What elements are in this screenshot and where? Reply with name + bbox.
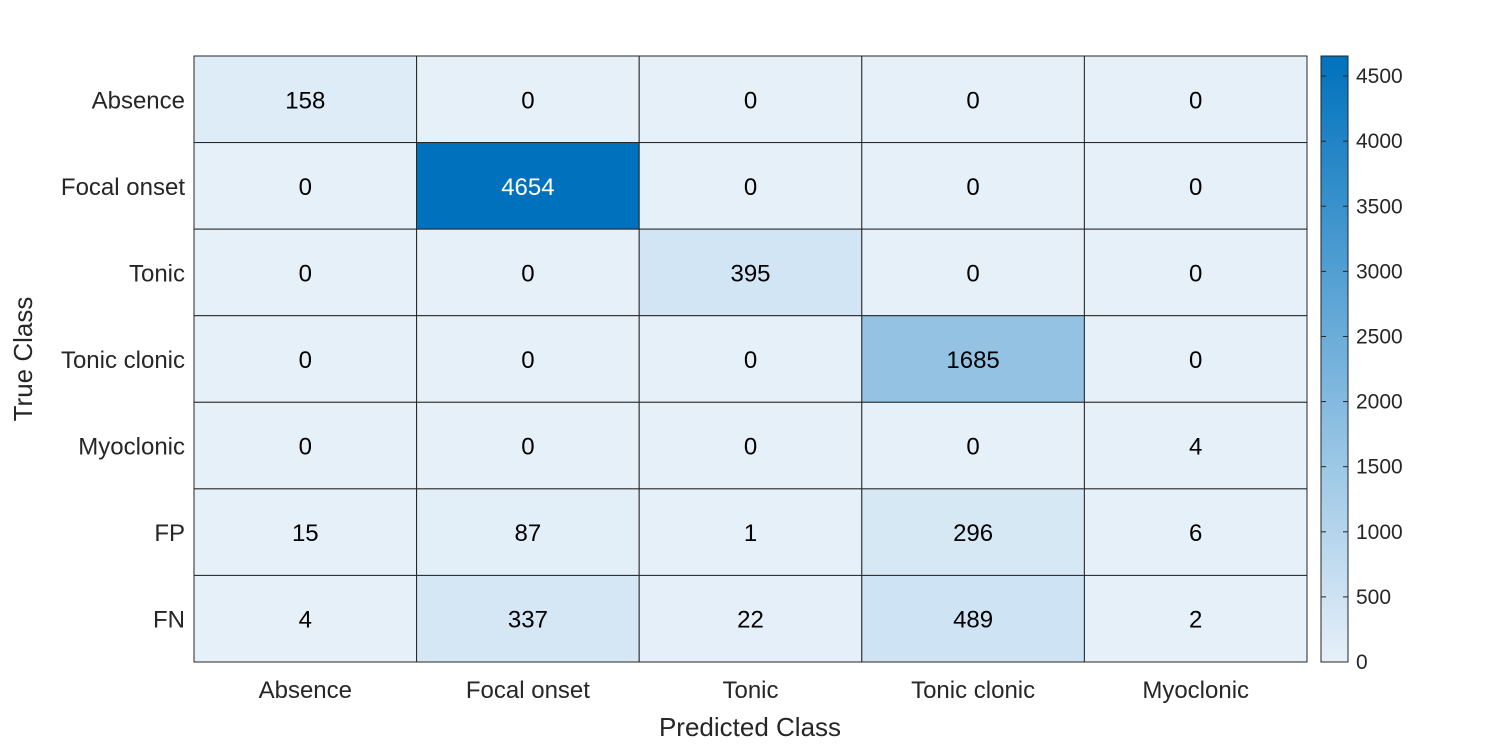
heatmap-cell xyxy=(193,142,418,230)
cell-value-label: 4654 xyxy=(501,174,554,201)
heatmap-cell xyxy=(416,55,640,144)
heatmap-cell xyxy=(416,315,640,403)
cell-value-label: 4 xyxy=(299,607,312,634)
cell-value-label: 4 xyxy=(1189,434,1202,461)
colorbar-tick-label: 3500 xyxy=(1356,195,1403,218)
heatmap-cell xyxy=(638,488,863,576)
heatmap-cell xyxy=(638,401,863,490)
y-tick-label: Tonic clonic xyxy=(61,347,185,374)
cell-value-label: 395 xyxy=(730,260,770,287)
colorbar-tick-label: 4000 xyxy=(1356,130,1403,153)
colorbar-ticks: 0 500 1000 1500 2000 2500 3000 3500 4000 4500 xyxy=(1321,65,1403,674)
colorbar-tick-label: 2500 xyxy=(1356,325,1403,348)
cell-value-label: 1685 xyxy=(946,347,999,374)
cell-value-label: 0 xyxy=(521,347,534,374)
x-tick-label: Tonic xyxy=(722,677,778,704)
cell-value-label: 0 xyxy=(966,174,979,201)
cell-value-label: 0 xyxy=(299,174,312,201)
cell-value-label: 0 xyxy=(1189,260,1202,287)
heatmap-cell xyxy=(861,315,1085,403)
heatmap-cell xyxy=(193,401,418,490)
heatmap-cell xyxy=(861,574,1085,663)
colorbar-gradient xyxy=(1320,55,1349,663)
cell-value-label: 0 xyxy=(744,347,757,374)
cell-value-label: 0 xyxy=(299,260,312,287)
heatmap-cell xyxy=(861,488,1085,576)
cell-value-label: 0 xyxy=(966,434,979,461)
heatmap-cell xyxy=(861,228,1085,317)
cell-value-label: 0 xyxy=(521,260,534,287)
cell-value-label: 1 xyxy=(744,520,757,547)
heatmap-cell xyxy=(1083,488,1308,576)
heatmap-cell xyxy=(1083,574,1308,663)
colorbar-tick-label: 500 xyxy=(1356,586,1391,609)
cell-value-label: 0 xyxy=(744,174,757,201)
cell-value-label: 2 xyxy=(1189,607,1202,634)
cell-value-label: 0 xyxy=(1189,174,1202,201)
x-tick-label: Tonic clonic xyxy=(911,677,1035,704)
cell-value-label: 6 xyxy=(1189,520,1202,547)
y-tick-label: Myoclonic xyxy=(78,434,185,461)
cell-value-label: 0 xyxy=(299,434,312,461)
y-tick-label: Focal onset xyxy=(61,174,185,201)
cell-value-label: 0 xyxy=(744,434,757,461)
cell-value-label: 0 xyxy=(1189,87,1202,114)
heatmap-cell xyxy=(1083,228,1308,317)
cell-value-label: 0 xyxy=(521,87,534,114)
cell-value-label: 0 xyxy=(521,434,534,461)
heatmap-cells xyxy=(193,55,1308,663)
cell-value-label: 87 xyxy=(515,520,542,547)
cell-value-label: 15 xyxy=(292,520,319,547)
heatmap-cell xyxy=(416,228,640,317)
cell-value-label: 0 xyxy=(966,87,979,114)
heatmap-cell xyxy=(1083,315,1308,403)
cell-value-label: 0 xyxy=(966,260,979,287)
colorbar-tick-label: 4500 xyxy=(1356,65,1403,88)
heatmap-cell xyxy=(193,55,418,144)
colorbar-tick-label: 0 xyxy=(1356,651,1368,674)
heatmap-cell xyxy=(1083,55,1308,144)
colorbar-tick-label: 2000 xyxy=(1356,391,1403,414)
heatmap-cell xyxy=(638,315,863,403)
heatmap-cell xyxy=(1083,142,1308,230)
heatmap-cell xyxy=(1083,401,1308,490)
y-tick-label: FP xyxy=(154,520,185,547)
colorbar: 0 500 1000 1500 2000 2500 3000 3500 4000 4500 xyxy=(1320,55,1403,674)
y-axis-label: True Class xyxy=(8,297,38,422)
colorbar-tick-label: 1500 xyxy=(1356,456,1403,479)
heatmap-cell-labels: 158 0 0 0 0 0 4654 0 0 0 0 0 395 0 0 0 0 0 1685 0 0 0 0 0 4 15 87 1… xyxy=(285,87,1202,633)
x-axis-tick-labels: Absence Focal onset Tonic Tonic clonic Myocl… xyxy=(259,677,1249,704)
heatmap-cell xyxy=(861,55,1085,144)
cell-value-label: 0 xyxy=(1189,347,1202,374)
cell-value-label: 158 xyxy=(285,87,325,114)
y-tick-label: Absence xyxy=(92,87,185,114)
colorbar-tick-label: 3000 xyxy=(1356,260,1403,283)
heatmap-cell xyxy=(416,488,640,576)
heatmap-cell xyxy=(193,574,418,663)
x-axis-label: Predicted Class xyxy=(659,712,841,742)
x-tick-label: Absence xyxy=(259,677,352,704)
cell-value-label: 0 xyxy=(744,87,757,114)
x-tick-label: Focal onset xyxy=(466,677,590,704)
y-tick-label: FN xyxy=(153,607,185,634)
heatmap-cell xyxy=(638,142,863,230)
cell-value-label: 296 xyxy=(953,520,993,547)
heatmap-cell xyxy=(193,315,418,403)
y-axis-tick-labels: Absence Focal onset Tonic Tonic clonic Myocl… xyxy=(61,87,185,633)
cell-value-label: 489 xyxy=(953,607,993,634)
cell-value-label: 22 xyxy=(737,607,764,634)
heatmap-cell xyxy=(638,55,863,144)
y-tick-label: Tonic xyxy=(129,260,185,287)
x-tick-label: Myoclonic xyxy=(1142,677,1249,704)
cell-value-label: 337 xyxy=(508,607,548,634)
cell-value-label: 0 xyxy=(299,347,312,374)
heatmap-cell xyxy=(416,401,640,490)
colorbar-tick-label: 1000 xyxy=(1356,521,1403,544)
heatmap-cell xyxy=(638,228,863,317)
